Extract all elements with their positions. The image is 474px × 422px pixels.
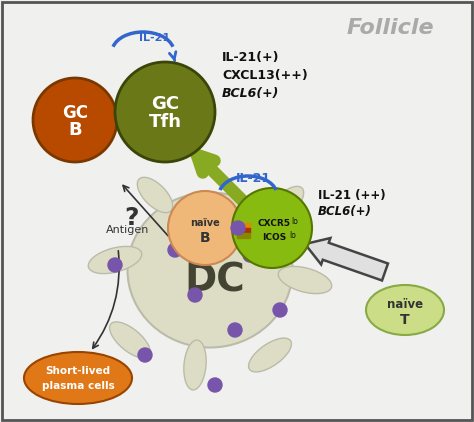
- Ellipse shape: [184, 340, 206, 390]
- Ellipse shape: [137, 177, 173, 213]
- Circle shape: [168, 243, 182, 257]
- Text: Tfh: Tfh: [148, 113, 182, 131]
- Text: IL-21: IL-21: [139, 33, 171, 43]
- Text: GC: GC: [62, 104, 88, 122]
- Circle shape: [243, 248, 257, 262]
- Text: lo: lo: [291, 217, 298, 227]
- Ellipse shape: [248, 338, 292, 372]
- Text: DC: DC: [185, 261, 246, 299]
- Ellipse shape: [366, 285, 444, 335]
- Text: Antigen: Antigen: [106, 225, 150, 235]
- Text: Short-lived: Short-lived: [46, 366, 110, 376]
- Ellipse shape: [278, 266, 332, 294]
- Text: naïve: naïve: [190, 218, 220, 228]
- Text: IL-21(+): IL-21(+): [222, 51, 280, 65]
- Circle shape: [115, 62, 215, 162]
- Text: ?: ?: [125, 206, 139, 230]
- Circle shape: [232, 188, 312, 268]
- Text: plasma cells: plasma cells: [42, 381, 114, 391]
- Circle shape: [188, 288, 202, 302]
- Text: ICOS: ICOS: [262, 233, 286, 241]
- Ellipse shape: [266, 187, 304, 224]
- Circle shape: [138, 348, 152, 362]
- Text: Follicle: Follicle: [346, 18, 434, 38]
- Text: lo: lo: [289, 230, 296, 240]
- Text: naïve: naïve: [387, 298, 423, 311]
- FancyArrow shape: [305, 238, 388, 281]
- Text: B: B: [68, 121, 82, 139]
- Text: IL-21: IL-21: [236, 171, 271, 184]
- Text: B: B: [200, 231, 210, 245]
- Text: CXCR5: CXCR5: [257, 219, 291, 228]
- Ellipse shape: [128, 192, 292, 347]
- Circle shape: [33, 78, 117, 162]
- Ellipse shape: [24, 352, 132, 404]
- Text: CXCL13(++): CXCL13(++): [222, 68, 308, 81]
- Text: IL-21 (++): IL-21 (++): [318, 189, 386, 201]
- Text: GC: GC: [151, 95, 179, 113]
- Circle shape: [208, 378, 222, 392]
- Circle shape: [108, 258, 122, 272]
- Text: T: T: [400, 313, 410, 327]
- Ellipse shape: [88, 246, 142, 273]
- Text: BCL6(+): BCL6(+): [318, 206, 372, 219]
- Circle shape: [228, 323, 242, 337]
- Circle shape: [273, 303, 287, 317]
- Text: BCL6(+): BCL6(+): [222, 87, 279, 100]
- Circle shape: [231, 221, 245, 235]
- Ellipse shape: [109, 322, 150, 358]
- Circle shape: [168, 191, 242, 265]
